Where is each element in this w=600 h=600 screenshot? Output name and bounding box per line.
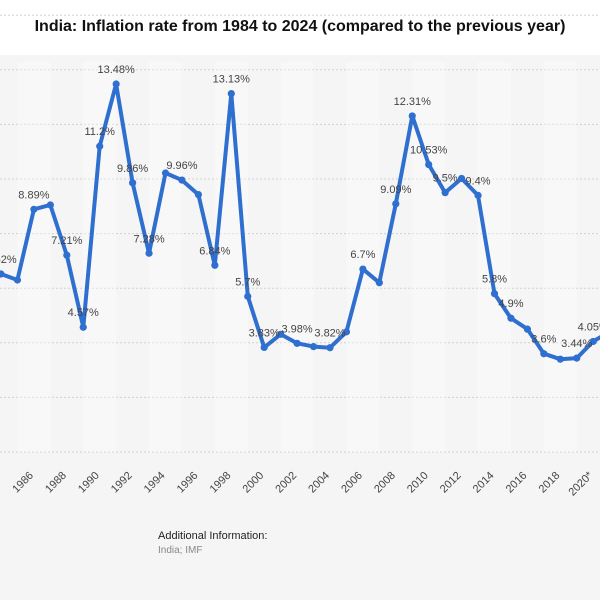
- data-label: 13.13%: [213, 74, 251, 86]
- column-band: [280, 62, 314, 452]
- data-label: 3.98%: [281, 323, 312, 335]
- data-point: [30, 205, 38, 213]
- data-point: [589, 337, 597, 346]
- data-point: [129, 179, 137, 187]
- data-point: [556, 355, 564, 363]
- data-point: [46, 201, 54, 209]
- data-label: 12.31%: [394, 96, 432, 108]
- data-point: [260, 343, 268, 352]
- data-label: 9.86%: [117, 163, 148, 175]
- x-tick-label: 1998: [208, 470, 234, 496]
- data-point: [573, 354, 581, 362]
- column-band: [149, 62, 182, 452]
- data-point: [194, 190, 202, 199]
- x-tick-label: 2000: [241, 470, 267, 496]
- data-point: [112, 80, 120, 88]
- data-point: [507, 314, 515, 322]
- data-label: 9.96%: [166, 160, 197, 172]
- data-point: [359, 265, 367, 273]
- data-point: [523, 325, 532, 333]
- data-point: [392, 200, 400, 208]
- column-band: [214, 62, 248, 452]
- data-point: [540, 350, 548, 358]
- data-point: [13, 276, 22, 284]
- x-tick-label: 2014: [471, 470, 497, 496]
- data-point: [96, 142, 104, 150]
- data-label: 6.52%: [0, 254, 17, 266]
- x-tick-label: 2012: [438, 470, 464, 496]
- data-label: 5.7%: [235, 276, 260, 288]
- column-band: [346, 62, 380, 452]
- data-label: 4.57%: [68, 307, 99, 319]
- data-label: 7.28%: [133, 233, 164, 245]
- data-point: [178, 176, 186, 184]
- x-tick-label: 2010: [405, 470, 431, 496]
- data-label: 3.44%: [561, 338, 592, 350]
- additional-information: Additional Information: India; IMF: [158, 530, 267, 556]
- x-tick-label: 1984: [0, 470, 3, 496]
- data-label: 9.4%: [466, 175, 491, 187]
- source-text[interactable]: India; IMF: [158, 545, 203, 556]
- x-tick-label: 1994: [142, 470, 168, 496]
- data-point: [408, 112, 416, 120]
- x-tick-label: 2020*: [566, 469, 595, 498]
- x-tick-label: 2004: [306, 470, 332, 496]
- data-label: 6.84%: [199, 245, 230, 257]
- data-label: 4.05%: [578, 321, 600, 333]
- data-label: 3.6%: [531, 334, 556, 346]
- x-tick-label: 2016: [504, 470, 530, 496]
- data-point: [227, 89, 235, 98]
- data-label: 3.82%: [314, 328, 345, 340]
- x-tick-label: 1996: [175, 470, 201, 496]
- data-point: [277, 330, 285, 338]
- data-point: [458, 174, 466, 183]
- data-point: [441, 189, 449, 197]
- column-band: [478, 62, 511, 452]
- data-label: 9.09%: [380, 184, 411, 196]
- x-tick-label: 1990: [76, 470, 102, 496]
- data-point: [490, 290, 499, 298]
- data-point: [293, 339, 301, 347]
- data-point: [0, 270, 5, 278]
- data-point: [145, 249, 153, 257]
- x-tick-label: 2006: [339, 470, 365, 496]
- data-label: 11.2%: [85, 126, 116, 138]
- x-tick-label: 1992: [109, 470, 135, 496]
- data-point: [309, 343, 318, 351]
- x-tick-label: 2008: [372, 470, 398, 496]
- x-tick-label: 1986: [10, 470, 36, 496]
- data-label: 9.5%: [433, 173, 458, 185]
- data-label: 4.9%: [498, 298, 523, 310]
- column-band: [412, 62, 446, 452]
- additional-info-label: Additional Information:: [158, 530, 268, 542]
- data-point: [244, 292, 252, 300]
- data-point: [211, 261, 219, 269]
- data-point: [474, 191, 482, 199]
- data-label: 13.48%: [97, 64, 135, 76]
- chart-title: India: Inflation rate from 1984 to 2024 …: [34, 18, 566, 35]
- data-point: [79, 323, 87, 331]
- x-tick-label: 1988: [43, 470, 69, 496]
- column-band: [543, 62, 577, 452]
- x-tick-label: 2018: [537, 470, 563, 496]
- data-point: [375, 279, 383, 287]
- data-point: [63, 251, 71, 259]
- data-point: [161, 169, 170, 177]
- data-point: [342, 328, 351, 336]
- data-point: [326, 344, 334, 352]
- data-label: 8.89%: [18, 189, 49, 201]
- data-label: 5.8%: [482, 274, 507, 286]
- data-label: 6.7%: [350, 249, 375, 261]
- data-label: 10.53%: [410, 145, 448, 157]
- data-point: [425, 160, 433, 169]
- data-label: 3.83%: [249, 327, 280, 339]
- x-tick-label: 2002: [273, 470, 299, 496]
- data-label: 7.21%: [51, 235, 82, 247]
